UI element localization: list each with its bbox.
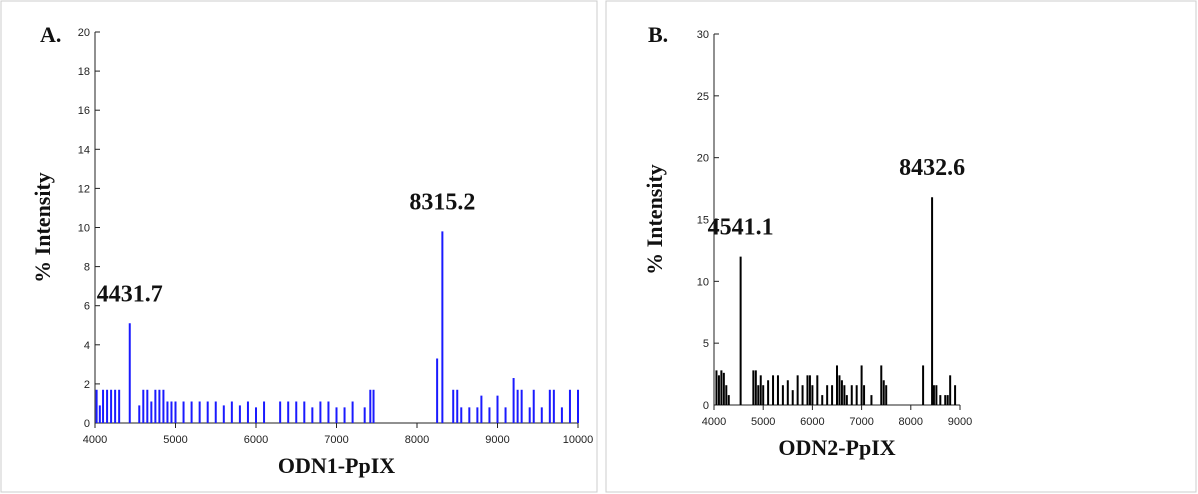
y-tick-label: 10 xyxy=(78,223,90,235)
panel-frame xyxy=(0,0,598,493)
y-tick-label: 20 xyxy=(78,27,90,39)
x-tick-label: 5000 xyxy=(163,434,187,446)
panel-label: A. xyxy=(40,22,61,47)
peak-annotation: 4541.1 xyxy=(708,215,774,241)
x-axis-label: ODN2-PpIX xyxy=(778,435,895,460)
x-tick-label: 6000 xyxy=(244,434,268,446)
y-axis-label: % Intensity xyxy=(30,172,55,283)
y-tick-label: 6 xyxy=(84,301,90,313)
x-tick-label: 9000 xyxy=(485,434,509,446)
x-tick-label: 8000 xyxy=(405,434,429,446)
y-axis-label: % Intensity xyxy=(642,164,667,275)
y-tick-label: 30 xyxy=(697,29,709,41)
y-tick-label: 16 xyxy=(78,105,90,117)
y-tick-label: 15 xyxy=(697,215,709,227)
panel-frame xyxy=(605,0,1197,493)
x-axis-label: ODN1-PpIX xyxy=(278,453,395,478)
peak-annotation: 8315.2 xyxy=(409,189,475,215)
y-tick-label: 18 xyxy=(78,66,90,78)
x-tick-label: 8000 xyxy=(899,416,923,428)
y-tick-label: 10 xyxy=(697,276,709,288)
y-tick-label: 14 xyxy=(78,144,90,156)
x-tick-label: 4000 xyxy=(83,434,107,446)
y-tick-label: 20 xyxy=(697,153,709,165)
peak-annotation: 4431.7 xyxy=(97,281,163,307)
y-tick-label: 0 xyxy=(84,418,90,430)
y-tick-label: 2 xyxy=(84,379,90,391)
y-tick-label: 8 xyxy=(84,262,90,274)
y-tick-label: 0 xyxy=(703,400,709,412)
y-tick-label: 12 xyxy=(78,183,90,195)
y-tick-label: 4 xyxy=(84,340,90,352)
y-tick-label: 25 xyxy=(697,91,709,103)
panel-label: B. xyxy=(648,22,668,47)
peak-annotation: 8432.6 xyxy=(899,155,965,181)
x-tick-label: 5000 xyxy=(751,416,775,428)
x-tick-label: 6000 xyxy=(800,416,824,428)
x-tick-label: 10000 xyxy=(563,434,594,446)
x-tick-label: 7000 xyxy=(324,434,348,446)
x-tick-label: 4000 xyxy=(702,416,726,428)
y-tick-label: 5 xyxy=(703,338,709,350)
x-tick-label: 7000 xyxy=(849,416,873,428)
x-tick-label: 9000 xyxy=(948,416,972,428)
